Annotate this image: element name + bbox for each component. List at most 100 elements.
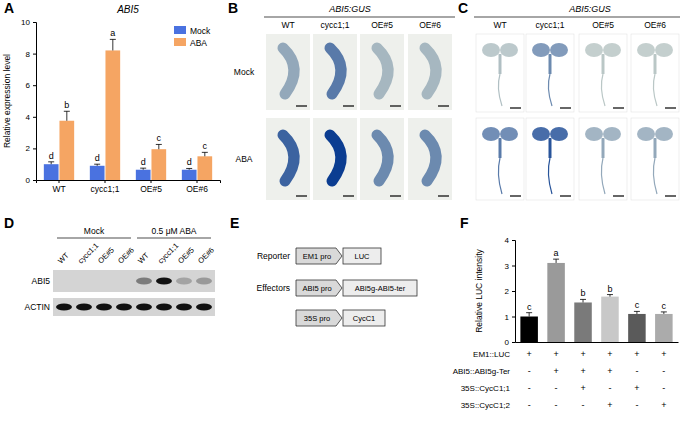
tick-label: 3 <box>505 262 510 271</box>
condition-mark: + <box>553 349 558 359</box>
chart-title: ABI5 <box>116 4 139 15</box>
tick-label: 4 <box>505 236 510 245</box>
photo-background <box>313 34 357 110</box>
significance-letter: a <box>554 248 559 258</box>
panel-label: A <box>4 0 14 16</box>
hypocotyl <box>499 54 502 74</box>
panel-title: ABI5:GUS <box>568 4 611 14</box>
embryo <box>330 48 341 94</box>
panel-label: B <box>228 0 238 16</box>
cotyledon <box>550 127 568 141</box>
significance-letter: b <box>64 100 69 110</box>
error-bar <box>186 168 192 169</box>
significance-letter: c <box>635 300 640 310</box>
panel-e: ReporterEM1 proLUCEffectorsABI5 proABI5g… <box>257 248 417 326</box>
column-label: OE#5 <box>592 20 614 30</box>
construct-label: ABI5 pro <box>302 284 331 293</box>
scale-bar <box>343 105 354 106</box>
bar <box>105 50 120 180</box>
root <box>653 158 657 194</box>
tick-label: 10 <box>21 18 30 27</box>
tick: 4 <box>26 113 36 122</box>
legend: MockABA <box>174 26 211 48</box>
bar <box>44 164 59 180</box>
hypocotyl <box>654 138 657 158</box>
photo-background <box>579 118 627 200</box>
band <box>196 304 212 311</box>
y-axis: 0 1 2 3 4 <box>505 236 516 347</box>
error-bar <box>580 299 586 302</box>
tick: 4 <box>505 236 515 245</box>
bar <box>90 166 105 180</box>
tick: WT <box>52 180 65 194</box>
error-bar <box>553 259 559 263</box>
panel-f: Relative LUC intensitycabbcc01234EM1::LU… <box>453 236 679 410</box>
cotyledon <box>532 127 550 141</box>
panel-d: Mock0.5 μM ABAWTcycc1;1OE#5OE#6WTcycc1;1… <box>25 226 216 316</box>
bar <box>151 149 166 180</box>
condition-mark: - <box>662 366 665 376</box>
tick-mark <box>33 180 36 181</box>
cotyledon <box>603 127 621 141</box>
column-label: OE#6 <box>644 20 666 30</box>
band <box>96 304 112 311</box>
bar <box>547 263 565 342</box>
error-bar <box>607 295 613 297</box>
condition-mark: + <box>580 383 585 393</box>
error-cap <box>64 111 70 112</box>
lane-label: OE#6 <box>196 245 216 265</box>
scale-bar <box>343 195 354 196</box>
seedling <box>585 127 621 194</box>
error-stem <box>66 111 67 120</box>
tick-label: 1 <box>505 313 510 322</box>
scale-bar <box>560 107 571 108</box>
panel-label: E <box>230 215 239 231</box>
tick-mark <box>59 180 60 183</box>
error-stem <box>529 313 530 317</box>
seedling <box>532 43 568 106</box>
y-axis: 0246810 <box>21 18 36 185</box>
tick: 2 <box>505 287 515 296</box>
construct-label: LUC <box>354 252 370 261</box>
error-bar <box>110 39 116 50</box>
band <box>136 304 152 311</box>
hypocotyl <box>549 138 552 158</box>
tick-label: OE#5 <box>140 184 162 194</box>
photo-background <box>360 118 404 200</box>
condition-mark: - <box>555 383 558 393</box>
scale-bar <box>613 107 624 108</box>
tick: 0 <box>505 338 515 347</box>
error-stem <box>556 259 557 263</box>
scale-bar <box>665 107 676 108</box>
row-label: Reporter <box>257 251 290 261</box>
x-axis <box>516 342 679 344</box>
seedling <box>482 43 518 106</box>
tick-mark <box>33 148 36 149</box>
tick-mark <box>33 117 36 118</box>
group-label: Mock <box>84 226 105 236</box>
group-rule <box>137 238 211 239</box>
error-cap <box>94 164 100 165</box>
tick-mark <box>512 317 515 318</box>
cotyledon <box>500 127 518 141</box>
row-label: ABI5 <box>32 276 51 286</box>
significance-letter: d <box>141 157 146 167</box>
panel-label: D <box>4 215 14 231</box>
row-label: ABA <box>235 154 252 164</box>
photo-background <box>408 34 452 110</box>
tick-mark <box>197 180 198 183</box>
panel-label: C <box>458 0 468 16</box>
band <box>156 278 172 285</box>
tick: 6 <box>26 81 36 90</box>
header-rule <box>474 17 680 18</box>
band <box>136 278 152 285</box>
tick-label: 0 <box>26 176 31 185</box>
embryo <box>283 135 294 181</box>
panel-title: ABI5:GUS <box>328 4 371 14</box>
tick-mark <box>33 54 36 55</box>
row-label: Mock <box>234 67 255 77</box>
cotyledon <box>637 43 655 57</box>
axis-line <box>516 342 679 343</box>
tick: 3 <box>505 262 515 271</box>
tick: 2 <box>26 144 36 153</box>
